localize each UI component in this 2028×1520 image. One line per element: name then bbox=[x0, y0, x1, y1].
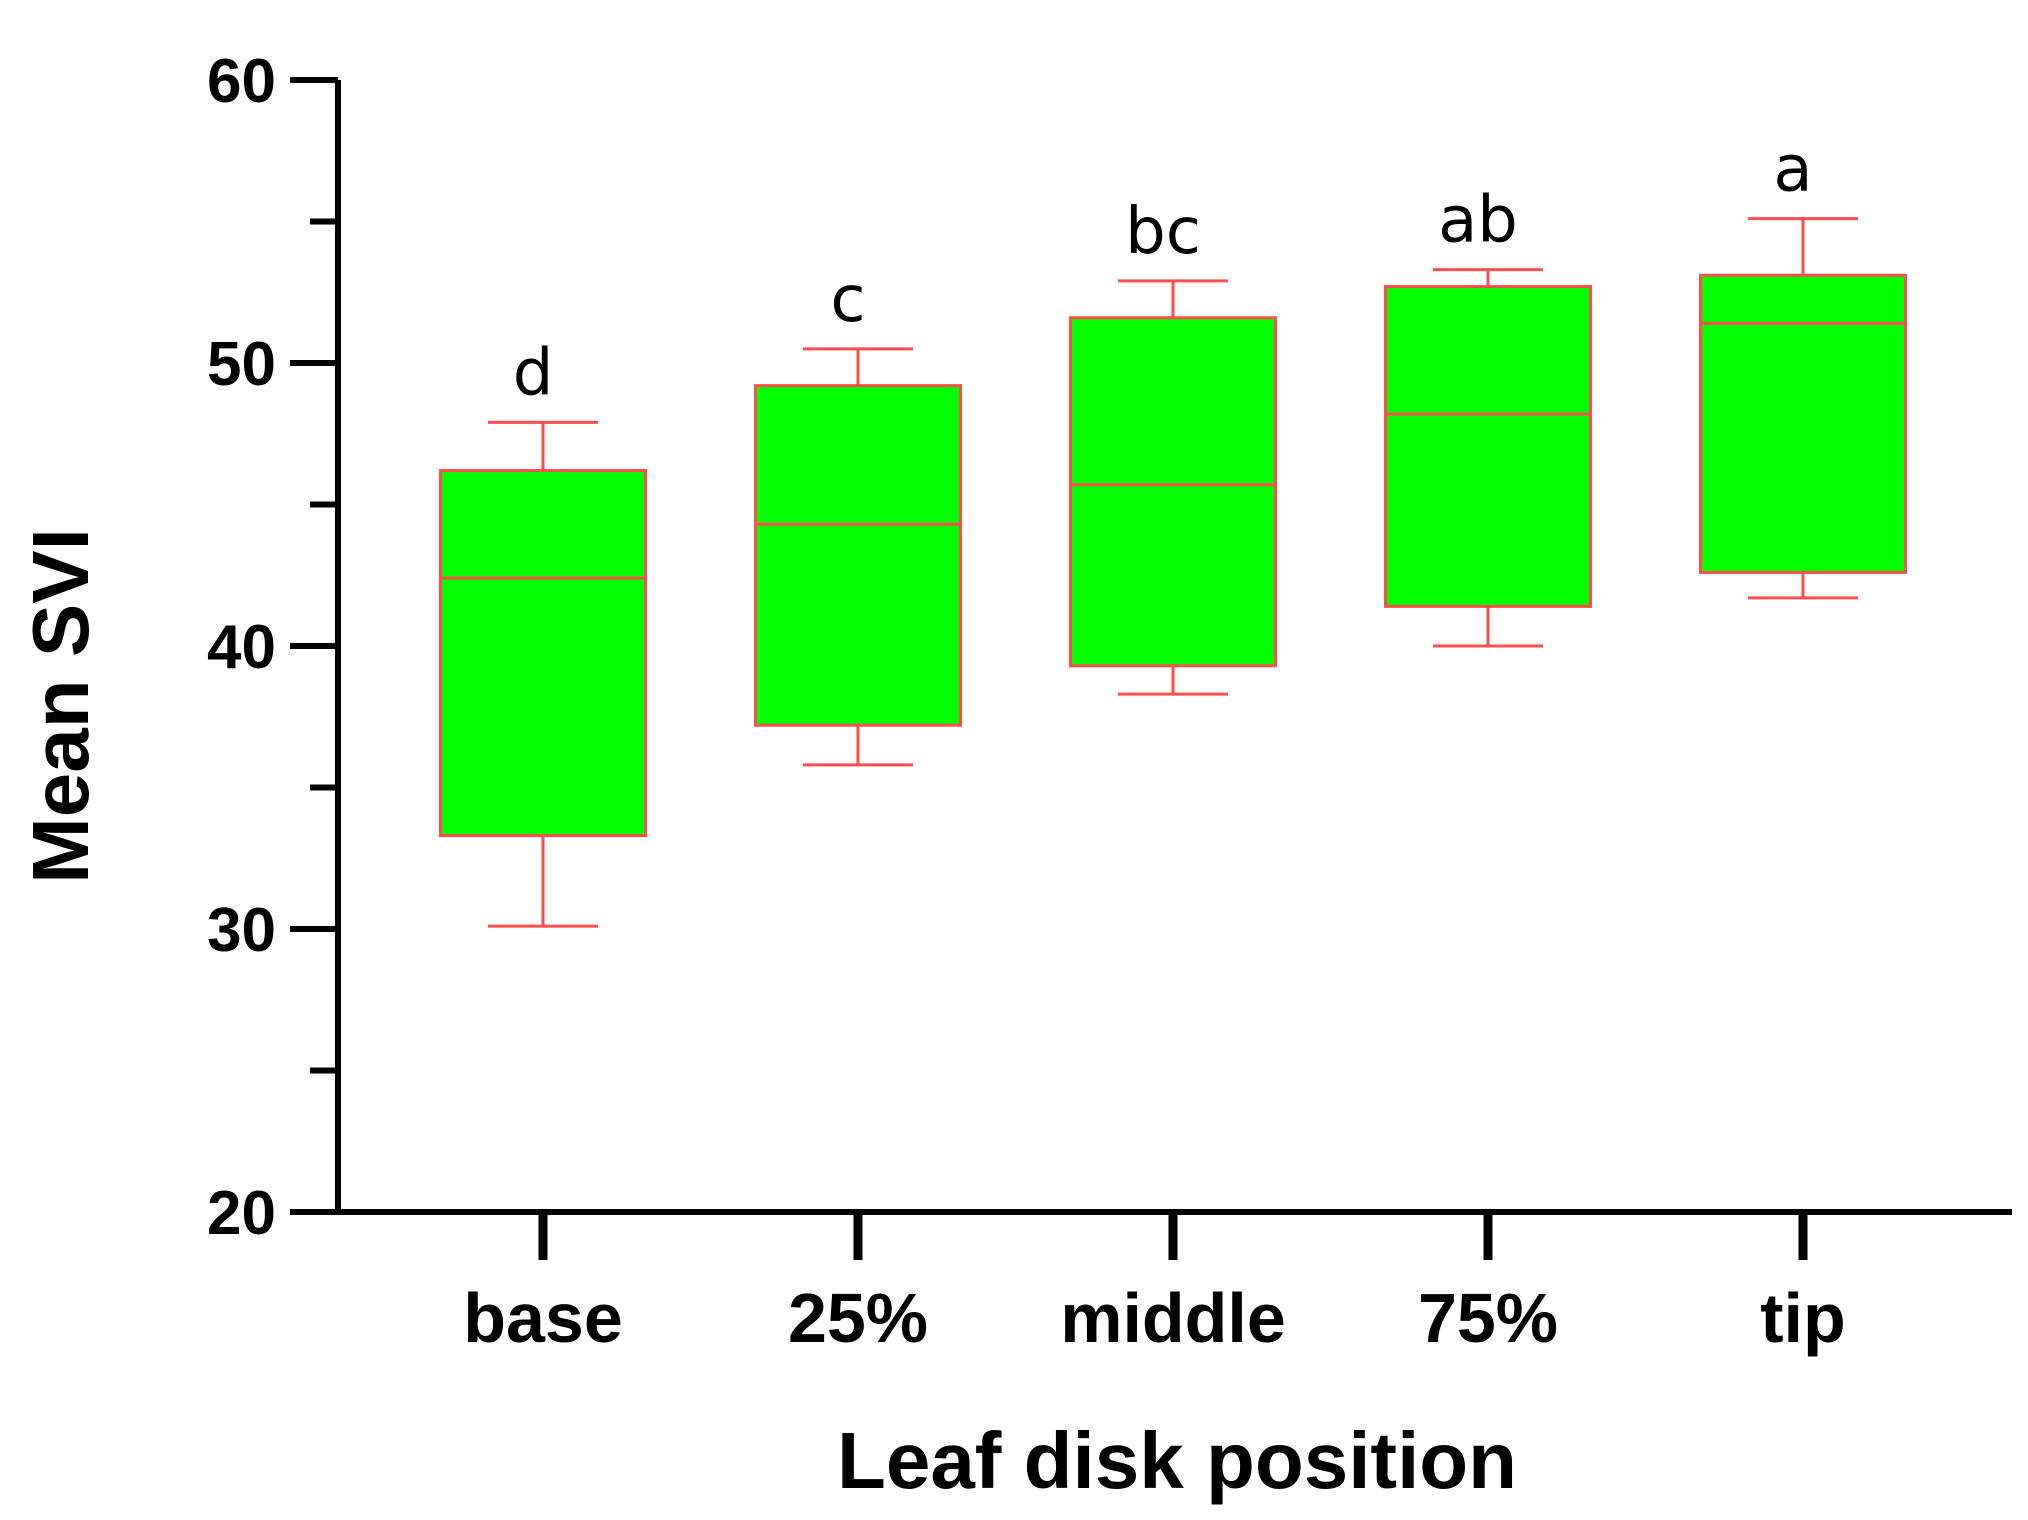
y-tick-label: 50 bbox=[207, 330, 276, 399]
x-tick-label: 75% bbox=[1418, 1279, 1558, 1357]
y-axis-title: Mean SVI bbox=[16, 528, 105, 884]
y-tick-label: 40 bbox=[207, 613, 276, 682]
box-5: a bbox=[1699, 133, 1907, 600]
iqr-box bbox=[1069, 316, 1277, 668]
significance-letter: c bbox=[830, 263, 865, 337]
labels-layer: Mean SVI Leaf disk position bbox=[16, 528, 1517, 1505]
axes-layer: 20 30 40 50 60 base 25% middle 75% tip bbox=[207, 47, 2012, 1357]
boxes-layer: d c bc ab a bbox=[439, 133, 1907, 928]
box-1: d bbox=[439, 336, 647, 928]
iqr-box bbox=[439, 469, 647, 838]
iqr-box bbox=[1384, 285, 1592, 608]
iqr-box bbox=[1699, 273, 1907, 574]
box-4: ab bbox=[1384, 184, 1592, 648]
significance-letter: bc bbox=[1125, 195, 1201, 269]
y-tick-label: 60 bbox=[207, 47, 276, 116]
x-tick-label: base bbox=[463, 1279, 623, 1357]
x-tick-label: 25% bbox=[788, 1279, 928, 1357]
significance-letter: a bbox=[1773, 133, 1812, 207]
iqr-box bbox=[754, 384, 962, 727]
x-tick-label: tip bbox=[1760, 1279, 1846, 1357]
box-2: c bbox=[754, 263, 962, 767]
x-axis-title: Leaf disk position bbox=[837, 1416, 1517, 1505]
significance-letter: d bbox=[513, 336, 554, 410]
y-tick-label: 30 bbox=[207, 896, 276, 965]
x-tick-label: middle bbox=[1060, 1279, 1286, 1357]
significance-letter: ab bbox=[1438, 184, 1518, 258]
box-3: bc bbox=[1069, 195, 1277, 696]
y-tick-label: 20 bbox=[207, 1179, 276, 1248]
